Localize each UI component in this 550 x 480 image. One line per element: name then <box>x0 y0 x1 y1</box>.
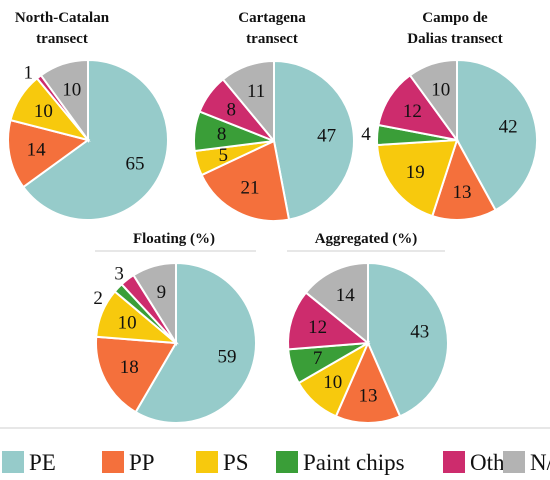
legend-swatch-ps <box>196 451 218 473</box>
slice-label-paint-chips: 7 <box>313 348 323 369</box>
slice-label-paint-chips: 4 <box>361 124 371 145</box>
pie-slice-pe <box>21 58 170 221</box>
legend-label-pe: PE <box>29 450 56 475</box>
slice-label-other: 3 <box>114 263 124 284</box>
pie-slice-n-s <box>39 58 89 144</box>
pie-slice-n-s <box>132 261 177 347</box>
pie-slice-pp <box>431 137 497 221</box>
legend-item-n-s: N/S <box>503 450 550 475</box>
pie-slice-pp <box>7 118 91 189</box>
chart-title-line: transect <box>246 31 298 47</box>
pie-slice-n-s <box>221 59 275 144</box>
legend-label-n-s: N/S <box>530 450 550 475</box>
legend-swatch-pe <box>2 451 24 473</box>
legend-swatch-pp <box>102 451 124 473</box>
legend-item-pp: PP <box>102 450 155 475</box>
chart-title-line: transect <box>36 31 88 47</box>
legend-item-pe: PE <box>2 450 56 475</box>
slice-label-other: 8 <box>227 100 237 121</box>
slice-label-n-s: 14 <box>336 285 356 306</box>
chart-title-line: Aggregated (%) <box>315 231 418 247</box>
pie-slice-pp <box>334 340 402 424</box>
legend-label-paint-chips: Paint chips <box>303 450 405 475</box>
slice-label-n-s: 11 <box>247 81 265 102</box>
slice-label-ps: 10 <box>323 372 342 393</box>
slice-label-pp: 21 <box>241 178 260 199</box>
slice-label-pp: 13 <box>359 385 378 406</box>
chart-title-line: Dalias transect <box>407 31 502 47</box>
slice-label-pp: 14 <box>27 139 47 160</box>
pie-slice-ps <box>376 138 459 218</box>
slice-label-pe: 65 <box>126 154 145 175</box>
legend-label-ps: PS <box>223 450 249 475</box>
slice-label-n-s: 10 <box>62 79 81 100</box>
legend-label-pp: PP <box>129 450 155 475</box>
slice-label-pe: 59 <box>218 346 237 367</box>
pie-slice-pe <box>134 261 257 424</box>
slice-label-other: 12 <box>308 317 327 338</box>
pie-slice-other <box>287 291 371 351</box>
slice-label-ps: 10 <box>118 313 137 334</box>
legend-item-ps: PS <box>196 450 249 475</box>
slice-label-pp: 13 <box>453 182 472 203</box>
legend-item-paint-chips: Paint chips <box>276 450 405 475</box>
chart-title-line: Campo de <box>422 10 488 26</box>
chart-title-line: Floating (%) <box>133 231 215 247</box>
legend-swatch-paint-chips <box>276 451 298 473</box>
pie-slice-pp <box>200 139 291 222</box>
pie-slice-other <box>377 73 460 142</box>
pie-slice-n-s <box>304 261 369 346</box>
pie-slice-pe <box>367 261 449 418</box>
pie-chart-4: Floating (%) 59 18 10 23 9 <box>93 231 257 424</box>
slice-label-n-s: 10 <box>431 79 450 100</box>
pie-chart-3: Campo de Dalias transect 42 13 19 4 12 10 <box>361 10 538 221</box>
legend-swatch-other <box>443 451 465 473</box>
slice-label-ps: 10 <box>34 101 53 122</box>
slice-label-other: 12 <box>403 101 422 122</box>
legend-swatch-n-s <box>503 451 525 473</box>
pie-slice-pe <box>273 59 355 221</box>
slice-label-ps: 5 <box>219 145 229 166</box>
chart-title-line: North-Catalan <box>15 10 110 26</box>
slice-label-ps: 19 <box>406 162 425 183</box>
slice-label-pe: 43 <box>410 322 429 343</box>
pie-slice-pp <box>95 335 178 414</box>
pie-chart-5: Aggregated (%) 43 13 107 12 14 <box>287 231 449 424</box>
chart-title-line: Cartagena <box>238 10 306 26</box>
slice-label-paint-chips: 8 <box>217 124 227 145</box>
pie-slice-n-s <box>408 58 458 144</box>
slice-label-other: 1 <box>24 63 34 84</box>
pie-slice-pe <box>456 58 538 212</box>
slice-label-n-s: 9 <box>157 282 167 303</box>
slice-label-pp: 18 <box>120 357 139 378</box>
slice-label-paint-chips: 2 <box>93 288 103 309</box>
slice-label-pe: 47 <box>317 126 336 147</box>
slice-label-pe: 42 <box>499 116 518 137</box>
